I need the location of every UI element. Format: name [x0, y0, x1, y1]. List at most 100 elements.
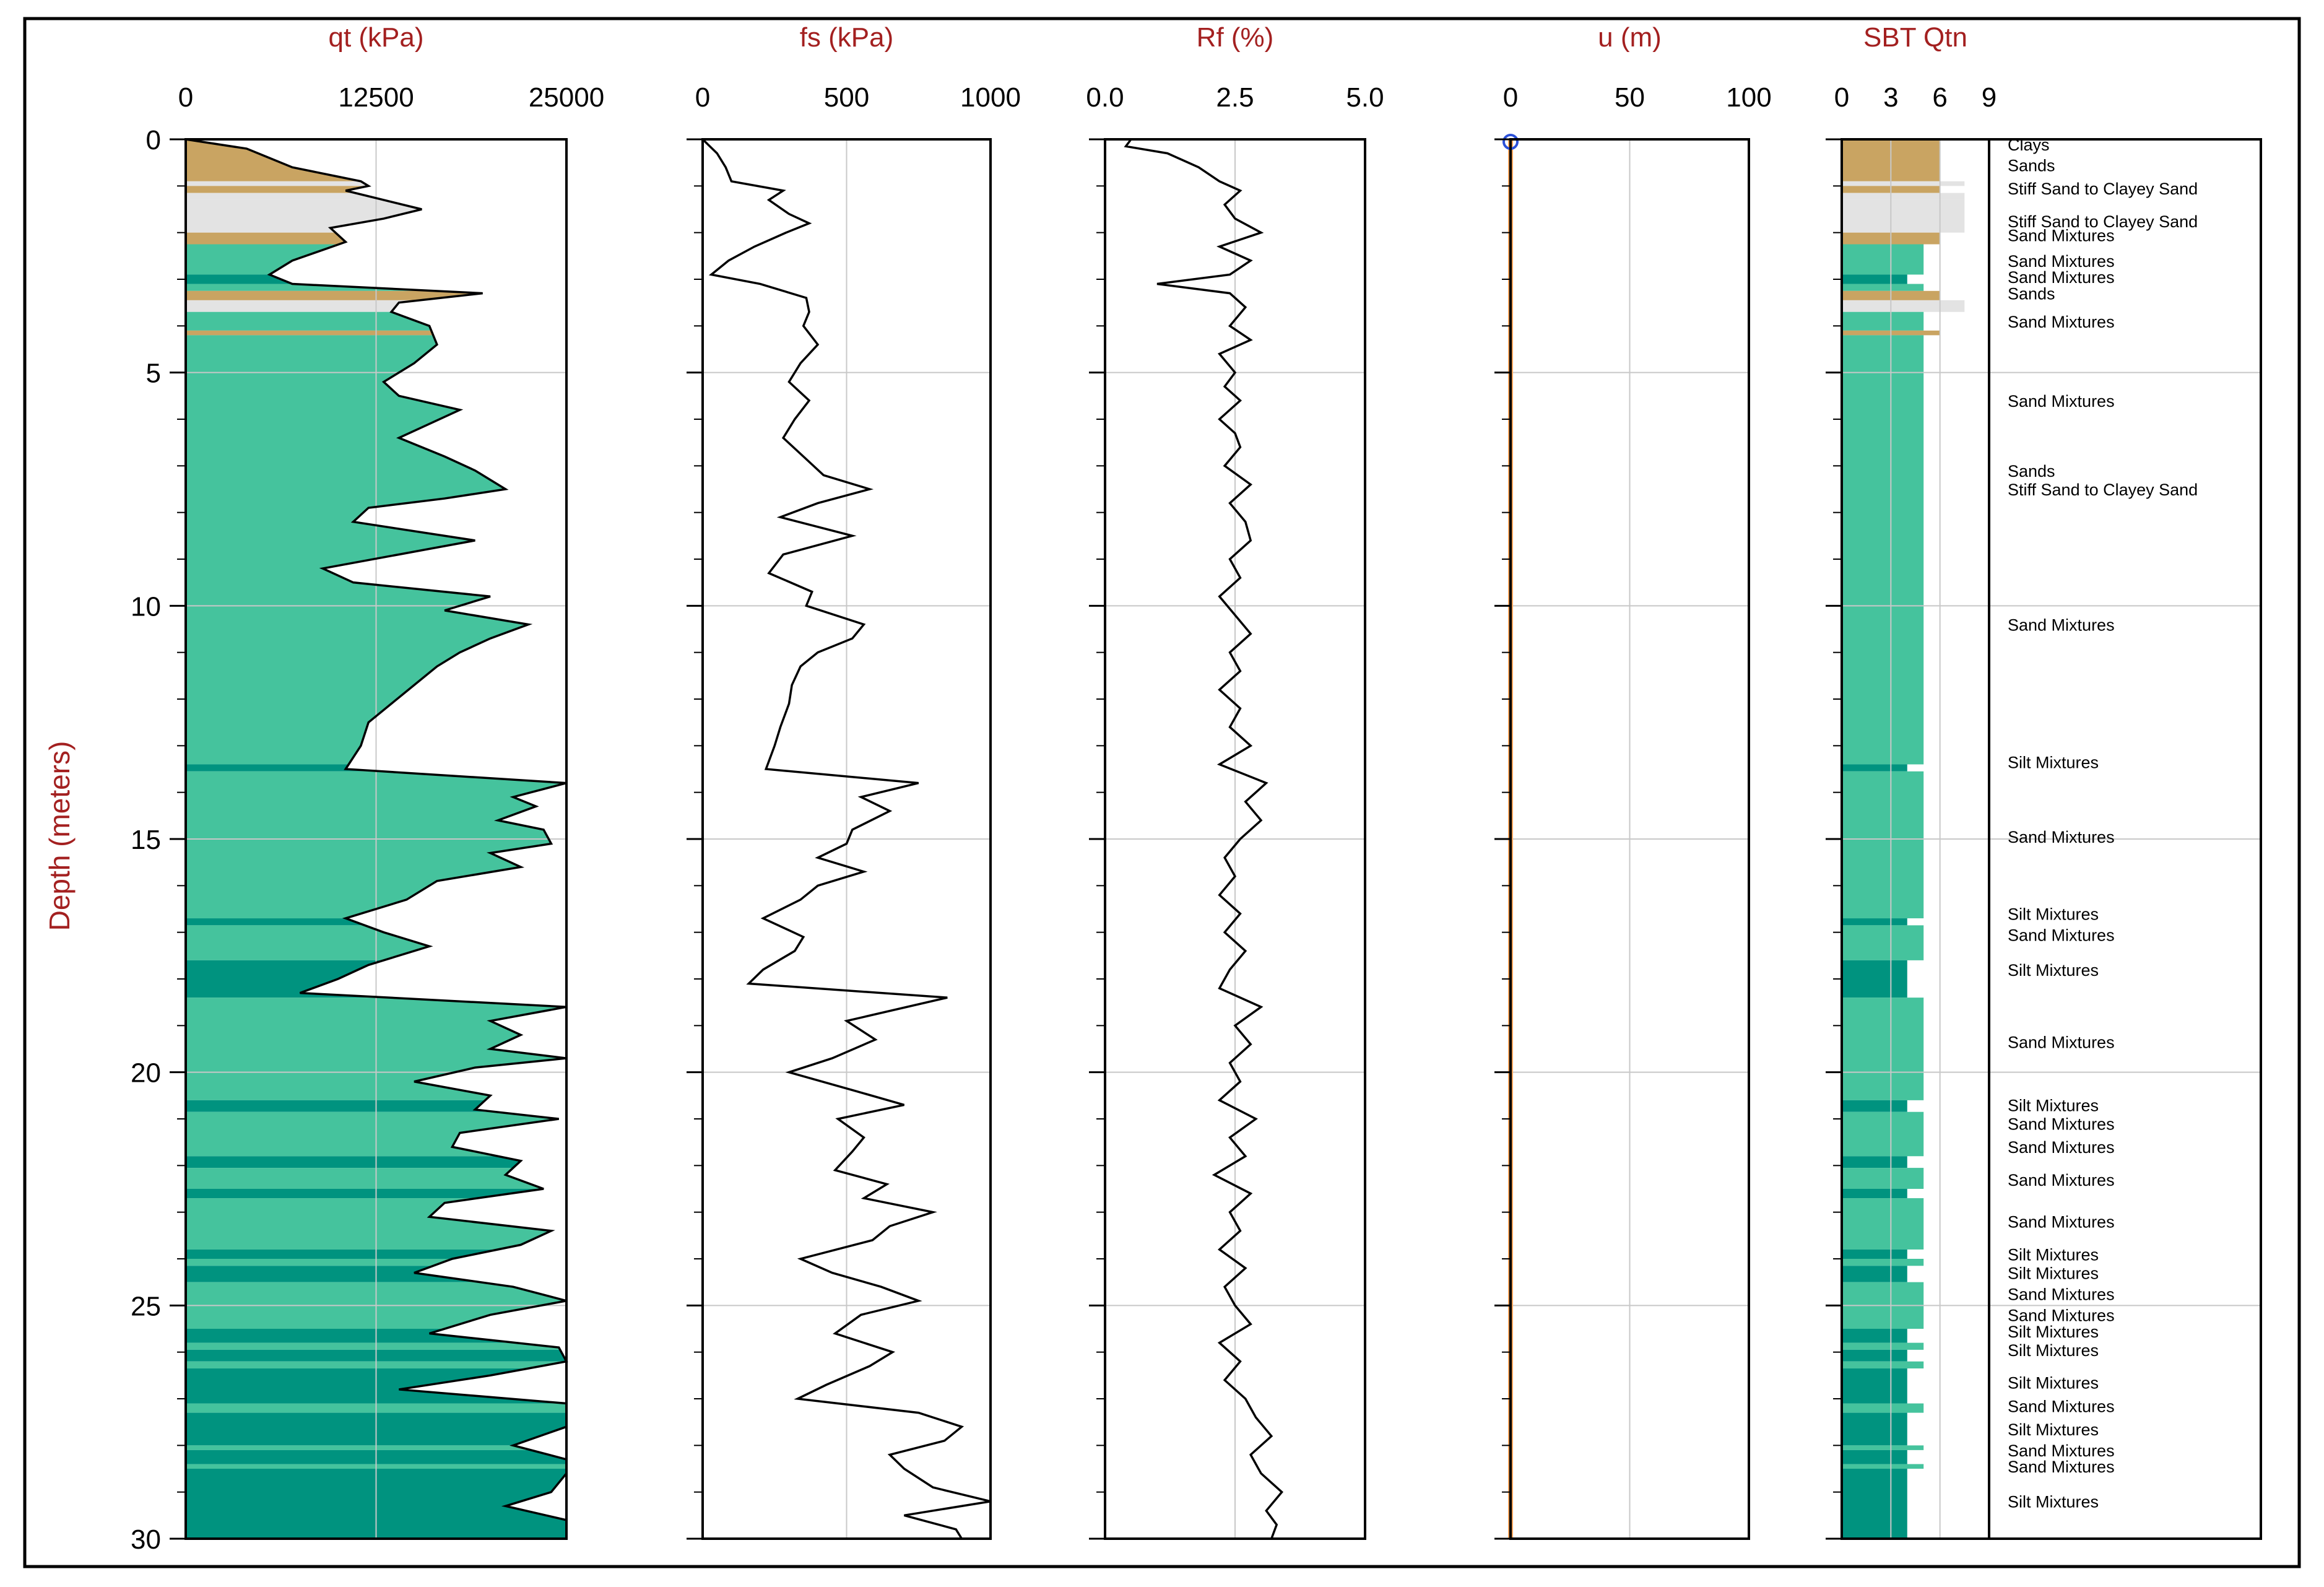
sbt-zone-bar: [1842, 311, 1924, 331]
soil-label: Sand Mixtures: [2008, 1397, 2115, 1415]
sbt-zone-bar: [1842, 1412, 1907, 1446]
x-tick-label-qt: 12500: [338, 82, 414, 113]
soil-label: Sand Mixtures: [2008, 1285, 2115, 1304]
y-tick-label: 30: [131, 1524, 161, 1555]
qt-series-line: [185, 138, 568, 1540]
x-tick-label-sbt: 9: [1982, 82, 1997, 113]
fs-series-line: [701, 138, 991, 1539]
x-tick-label-fs: 1000: [960, 82, 1021, 113]
soil-label: Sand Mixtures: [2008, 828, 2115, 846]
soil-label: Sand Mixtures: [2008, 1213, 2115, 1232]
soil-label: Sand Mixtures: [2008, 1458, 2115, 1476]
soil-label: Clays: [2008, 136, 2050, 154]
soil-label: Sand Mixtures: [2008, 1306, 2115, 1324]
soil-label: Silt Mixtures: [2008, 1420, 2099, 1439]
soil-label: Silt Mixtures: [2008, 1374, 2099, 1393]
y-tick-label: 5: [146, 359, 161, 389]
x-tick-label-sbt: 3: [1883, 82, 1898, 113]
soil-label: Sand Mixtures: [2008, 926, 2115, 944]
y-tick-label: 15: [131, 825, 161, 855]
soil-label: Stiff Sand to Clayey Sand: [2008, 180, 2198, 198]
sbt-zone-bar: [1842, 998, 1924, 1100]
sbt-zone-bar: [1842, 284, 1924, 291]
panel-frame-rf: [1104, 138, 1366, 1540]
x-tick-label-fs: 0: [695, 82, 710, 113]
panel-title-qt: qt (kPa): [328, 22, 423, 53]
panel-title-sbt: SBT Qtn: [1863, 22, 1967, 53]
soil-label: Sands: [2008, 462, 2055, 480]
sbt-zone-bar: [1842, 960, 1907, 998]
sbt-zone-bar: [1842, 1266, 1907, 1282]
sbt-zone-bar: [1842, 1349, 1907, 1362]
y-tick-label: 20: [131, 1058, 161, 1089]
panel-title-rf: Rf (%): [1197, 22, 1274, 53]
soil-label: Sand Mixtures: [2008, 1441, 2115, 1460]
soil-label: Sand Mixtures: [2008, 226, 2115, 245]
x-tick-label-sbt: 6: [1932, 82, 1947, 113]
soil-label: Silt Mixtures: [2008, 1096, 2099, 1115]
soil-label: Sand Mixtures: [2008, 1171, 2115, 1189]
soil-label: Sands: [2008, 156, 2055, 175]
sbt-zone-bar: [1842, 244, 1924, 275]
y-tick-label: 10: [131, 591, 161, 622]
soil-label: Silt Mixtures: [2008, 905, 2099, 924]
soil-label: Silt Mixtures: [2008, 961, 2099, 980]
sbt-zone-bar: [1842, 1189, 1907, 1199]
soil-label: Sand Mixtures: [2008, 1033, 2115, 1052]
panel-title-fs: fs (kPa): [800, 22, 894, 53]
sbt-zone-bar: [1842, 335, 1924, 765]
sbt-zone-bar: [1842, 1368, 1907, 1404]
y-tick-label: 0: [146, 125, 161, 155]
sbt-zone-bar: [1842, 1111, 1924, 1157]
x-tick-label-rf: 0.0: [1086, 82, 1124, 113]
sbt-zone-bar: [1842, 1329, 1907, 1343]
panel-title-u: u (m): [1598, 22, 1662, 53]
x-tick-label-rf: 2.5: [1216, 82, 1254, 113]
x-tick-label-u: 100: [1726, 82, 1771, 113]
sbt-zone-bar: [1842, 1249, 1907, 1259]
sbt-zone-bar: [1842, 1342, 1924, 1350]
x-tick-label-qt: 0: [178, 82, 193, 113]
soil-label: Sand Mixtures: [2008, 268, 2115, 287]
sbt-zone-bar: [1842, 1445, 1924, 1450]
sbt-zone-bar: [1842, 1198, 1924, 1250]
soil-label: Stiff Sand to Clayey Sand: [2008, 480, 2198, 499]
panel-frame-qt: [184, 138, 568, 1540]
soil-label: Silt Mixtures: [2008, 1323, 2099, 1341]
sbt-zone-bar: [1842, 771, 1924, 919]
soil-label: Sand Mixtures: [2008, 313, 2115, 331]
sbt-zone-bar: [1842, 1403, 1924, 1413]
depth-axis-label: Depth (meters): [43, 741, 76, 931]
x-tick-label-sbt: 0: [1834, 82, 1849, 113]
x-tick-label-u: 0: [1503, 82, 1518, 113]
x-tick-label-rf: 5.0: [1346, 82, 1384, 113]
soil-label: Silt Mixtures: [2008, 1264, 2099, 1283]
sbt-zone-bar: [1842, 1450, 1907, 1464]
x-tick-label-u: 50: [1615, 82, 1645, 113]
soil-label: Sand Mixtures: [2008, 392, 2115, 411]
soil-label: Sand Mixtures: [2008, 1138, 2115, 1157]
sbt-zone-bar: [1842, 1361, 1924, 1369]
soil-label: Silt Mixtures: [2008, 1493, 2099, 1511]
soil-label: Sand Mixtures: [2008, 1115, 2115, 1134]
sbt-zone-bar: [1842, 1464, 1924, 1469]
sbt-zone-bar: [1842, 918, 1907, 926]
sbt-zone-bar: [1842, 181, 1965, 186]
panel-frame-fs: [701, 138, 992, 1540]
sbt-zone-bar: [1842, 1156, 1907, 1168]
x-tick-label-qt: 25000: [529, 82, 604, 113]
sbt-zone-bar: [1842, 193, 1965, 200]
soil-label: Sands: [2008, 285, 2055, 303]
sbt-zone-bar: [1842, 1168, 1924, 1189]
soil-label: Sand Mixtures: [2008, 615, 2115, 634]
rf-series-line: [1124, 138, 1284, 1539]
sbt-zone-bar: [1842, 199, 1965, 233]
soil-label: Silt Mixtures: [2008, 1341, 2099, 1360]
panel-frame-u: [1509, 138, 1750, 1540]
y-tick-label: 25: [131, 1291, 161, 1321]
sbt-zone-bar: [1842, 1259, 1924, 1266]
soil-label: Stiff Sand to Clayey Sand: [2008, 212, 2198, 231]
